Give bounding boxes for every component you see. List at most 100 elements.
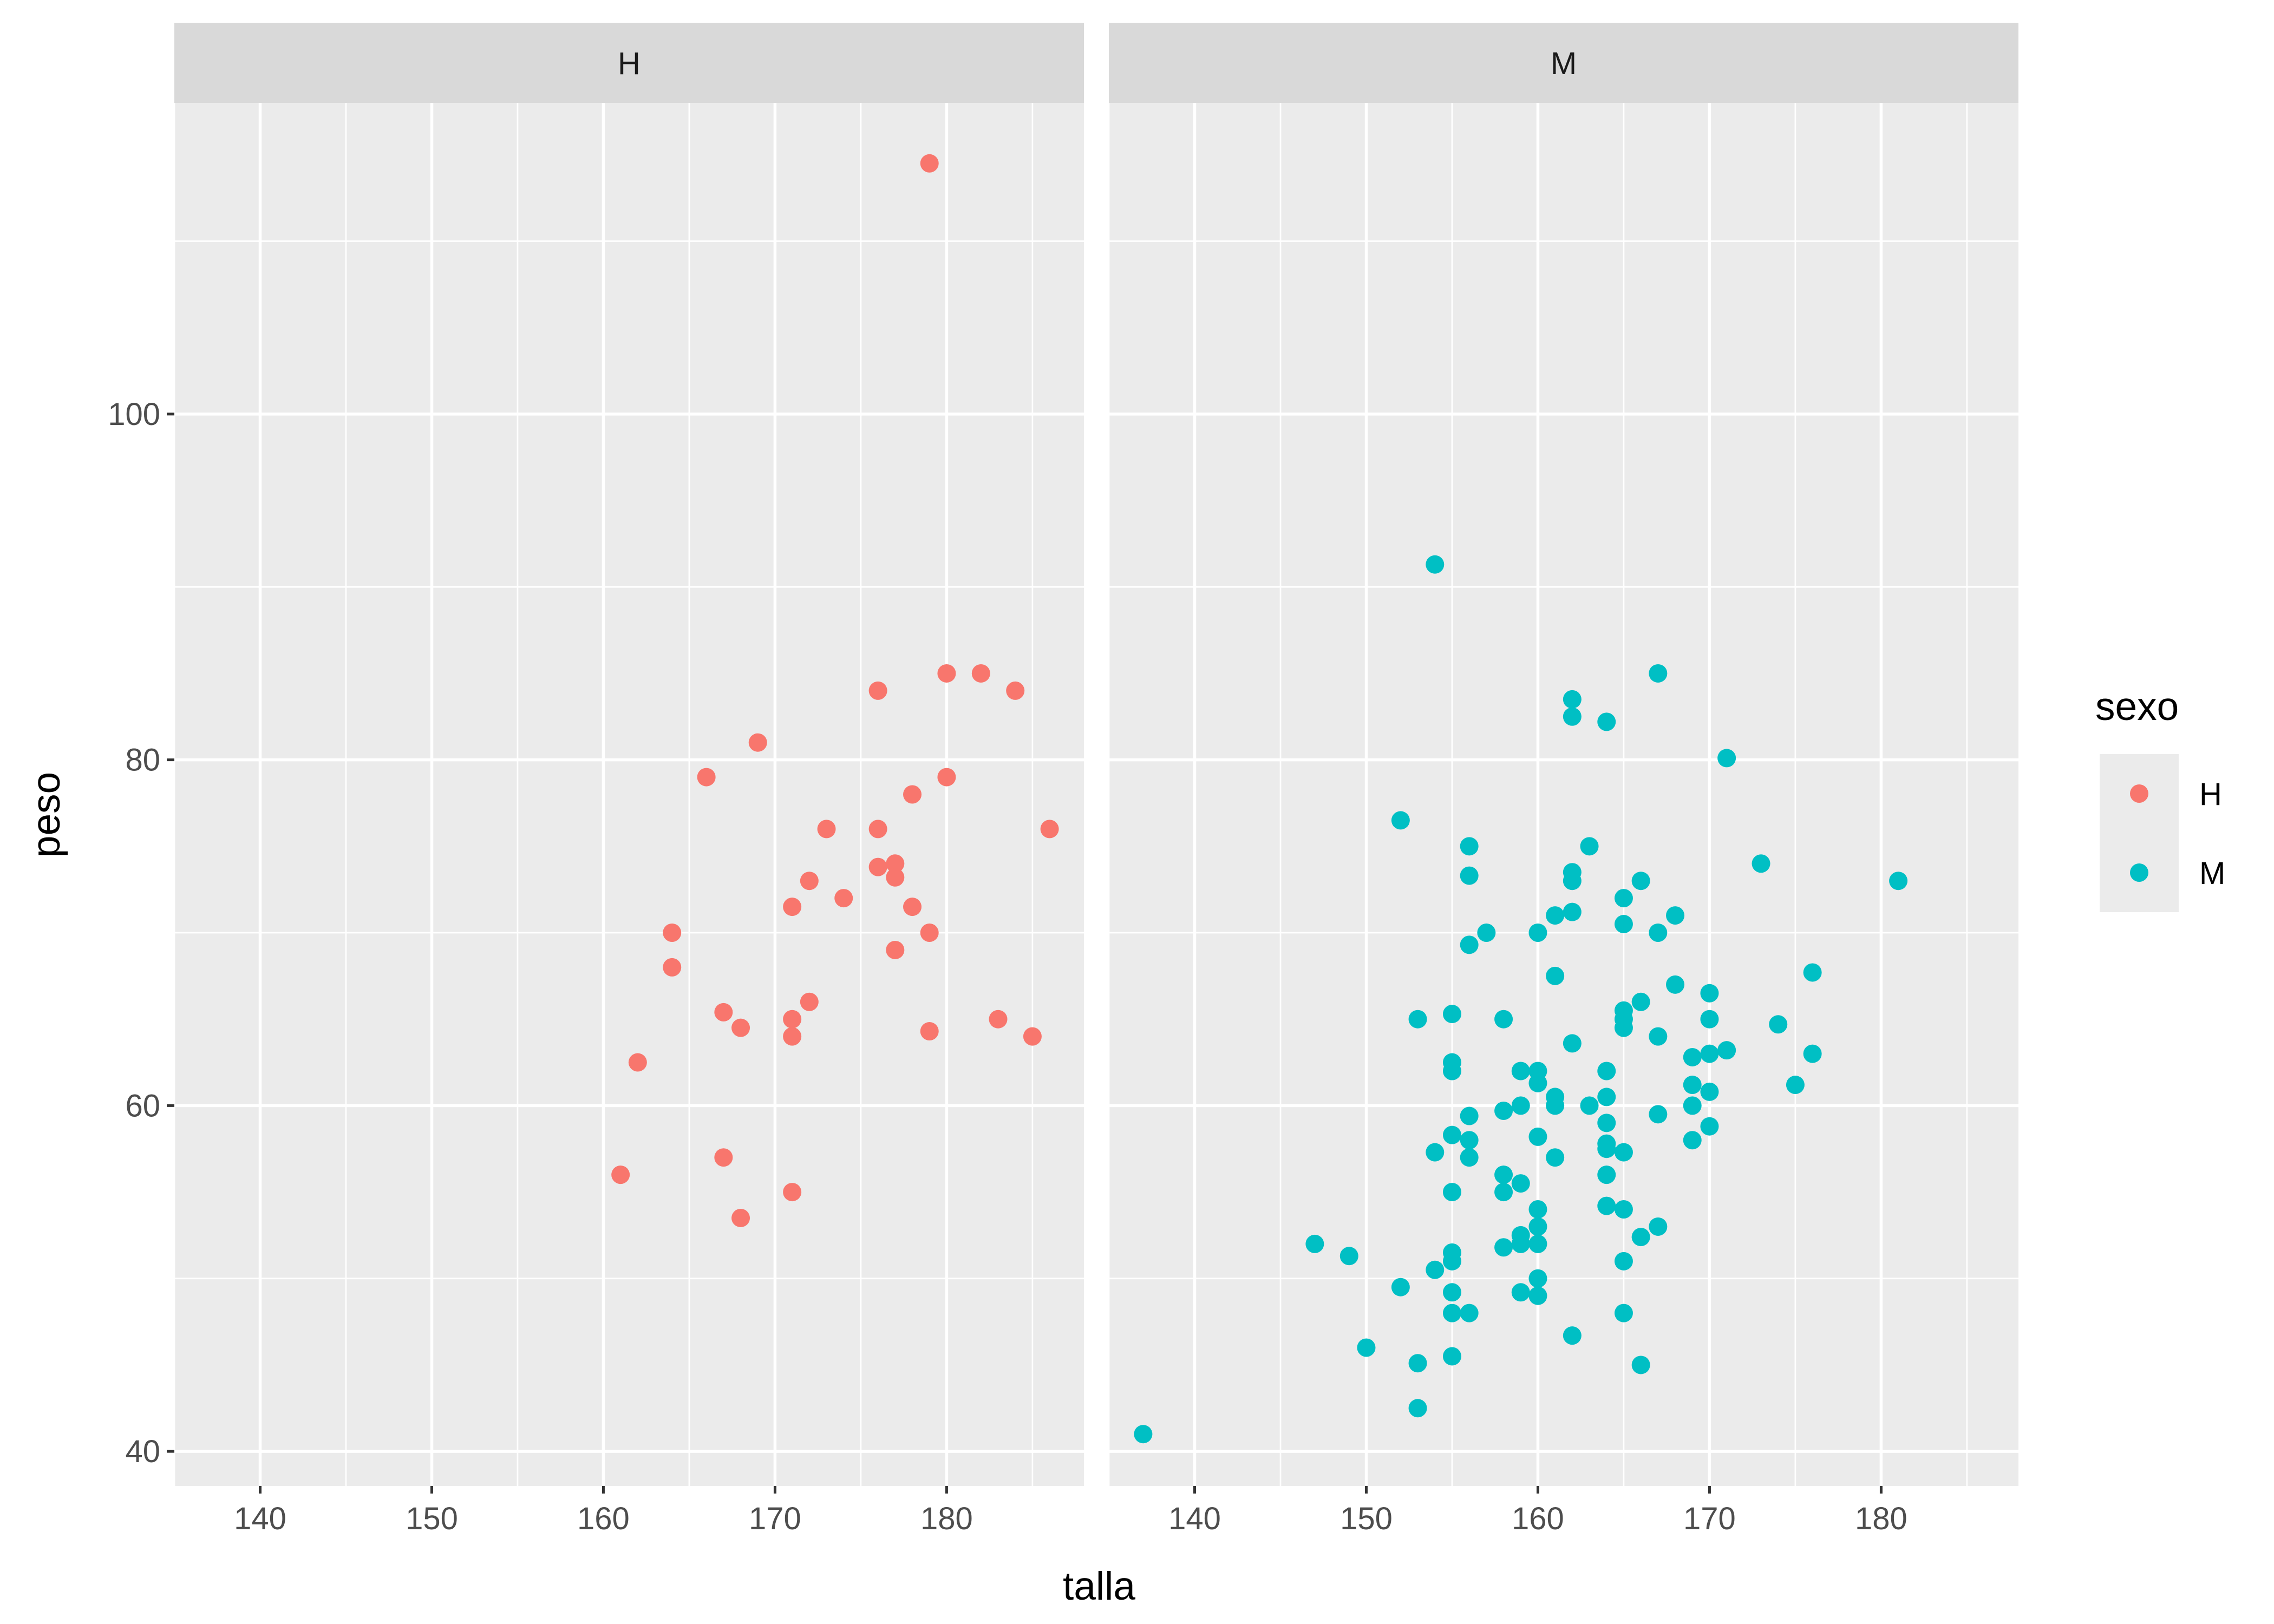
data-point: [1528, 1286, 1547, 1305]
data-point: [1683, 1096, 1702, 1115]
data-point: [1631, 1228, 1650, 1247]
data-point: [1563, 707, 1582, 726]
facet-strip-label: M: [1551, 46, 1577, 81]
data-point: [1460, 1106, 1479, 1125]
data-point: [1442, 1252, 1461, 1271]
series-h-points: [611, 154, 1059, 1227]
data-point: [1511, 1096, 1530, 1115]
data-point: [817, 820, 836, 839]
data-point: [1023, 1027, 1042, 1046]
data-point: [1700, 1010, 1719, 1029]
data-point: [1563, 1326, 1582, 1345]
data-point: [1614, 1143, 1633, 1162]
legend-item-h: H: [2100, 754, 2222, 833]
data-point: [783, 1027, 802, 1046]
data-point: [1494, 1165, 1513, 1184]
x-axis-title: talla: [1063, 1564, 1135, 1608]
data-point: [731, 1208, 750, 1227]
data-point: [1597, 1088, 1616, 1106]
data-point: [1666, 906, 1685, 925]
data-point: [663, 924, 682, 942]
data-point: [1546, 1096, 1565, 1115]
legend-entries: HM: [2100, 754, 2225, 912]
x-tick-label: 140: [234, 1501, 286, 1536]
data-point: [1528, 1073, 1547, 1092]
data-point: [714, 1003, 733, 1021]
data-point: [1460, 935, 1479, 954]
data-point: [1752, 854, 1770, 873]
data-point: [628, 1053, 647, 1072]
legend: sexo HM: [2095, 685, 2225, 912]
data-point: [1563, 1034, 1582, 1053]
data-point: [1460, 837, 1479, 856]
data-point: [800, 872, 819, 890]
data-point: [1442, 1125, 1461, 1144]
data-point: [1408, 1399, 1427, 1418]
data-point: [611, 1165, 630, 1184]
data-point: [886, 868, 905, 887]
data-point: [1339, 1247, 1358, 1266]
data-point: [1631, 1355, 1650, 1374]
data-point: [1511, 1234, 1530, 1253]
data-point: [783, 898, 802, 916]
data-point: [1614, 1304, 1633, 1322]
data-point: [1442, 1005, 1461, 1024]
data-point: [1563, 690, 1582, 709]
data-point: [1803, 963, 1822, 982]
data-point: [1649, 1105, 1668, 1124]
data-point: [1546, 906, 1565, 925]
data-point: [1305, 1234, 1324, 1253]
data-point: [1494, 1183, 1513, 1202]
data-point: [920, 1022, 939, 1041]
data-point: [1614, 1200, 1633, 1219]
facet-panel-h: H: [173, 23, 1084, 1486]
data-point: [1580, 1096, 1599, 1115]
data-point: [1408, 1010, 1427, 1029]
data-point: [1511, 1283, 1530, 1302]
data-point: [937, 768, 956, 787]
data-point: [1700, 1082, 1719, 1101]
data-point: [1528, 924, 1547, 942]
data-point: [783, 1010, 802, 1029]
panel-background: [174, 103, 1084, 1486]
data-point: [1426, 1260, 1445, 1279]
x-tick-label: 170: [749, 1501, 801, 1536]
data-point: [1649, 1217, 1668, 1236]
data-point: [1580, 837, 1599, 856]
x-tick-label: 160: [577, 1501, 630, 1536]
data-point: [1494, 1010, 1513, 1029]
legend-marker: [2130, 784, 2148, 803]
legend-title: sexo: [2095, 685, 2179, 729]
data-point: [1700, 984, 1719, 1003]
data-point: [1408, 1354, 1427, 1373]
data-point: [1494, 1101, 1513, 1120]
data-point: [1631, 872, 1650, 890]
facet-panel-m: M: [1108, 23, 2018, 1486]
data-point: [1391, 811, 1410, 830]
data-point: [1528, 1269, 1547, 1288]
data-point: [714, 1148, 733, 1167]
data-point: [1442, 1347, 1461, 1366]
data-point: [1477, 924, 1496, 942]
data-point: [868, 857, 887, 876]
data-point: [1528, 1234, 1547, 1253]
data-point: [1442, 1283, 1461, 1302]
data-point: [1442, 1062, 1461, 1081]
data-point: [731, 1018, 750, 1037]
legend-label: H: [2199, 777, 2222, 812]
data-point: [1426, 555, 1445, 574]
facet-strip-label: H: [618, 46, 641, 81]
x-axis: 140 150 160 170 180 140 150 160 170 180: [234, 1486, 1907, 1536]
data-point: [1614, 915, 1633, 934]
data-point: [886, 940, 905, 959]
data-point: [1563, 902, 1582, 921]
data-point: [1597, 1165, 1616, 1184]
y-tick-label: 100: [108, 397, 160, 432]
data-point: [1597, 712, 1616, 731]
data-point: [1597, 1140, 1616, 1158]
data-point: [903, 898, 922, 916]
data-point: [1494, 1238, 1513, 1257]
data-point: [783, 1183, 802, 1202]
data-point: [1511, 1062, 1530, 1081]
